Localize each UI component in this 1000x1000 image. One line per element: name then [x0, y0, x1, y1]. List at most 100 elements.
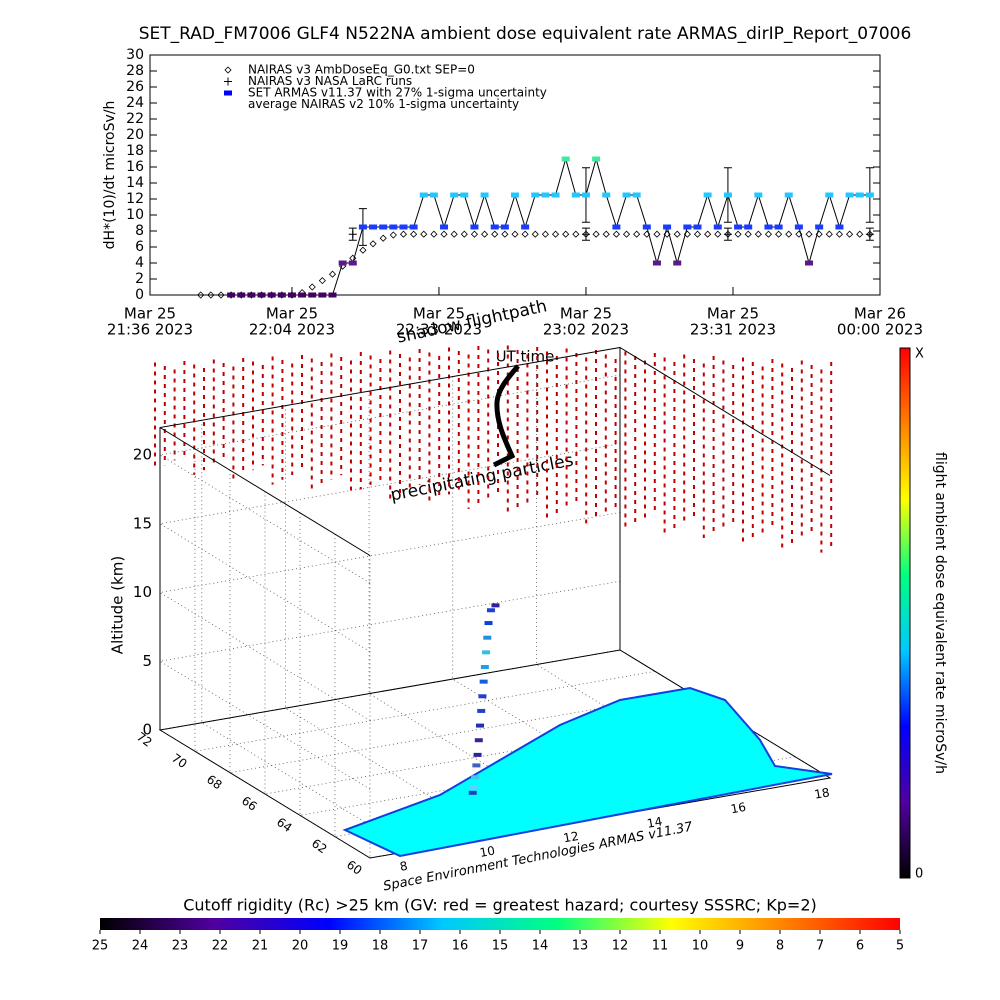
x-tick-label: 22:04 2023: [249, 321, 335, 339]
dash-marker: [429, 192, 438, 198]
dash-marker: [571, 192, 580, 198]
diamond-marker: [764, 230, 773, 238]
diamond-marker: [460, 230, 468, 238]
grid-line: [369, 555, 831, 859]
dash-marker: [521, 224, 530, 230]
dash-marker: [541, 192, 550, 198]
diamond-marker: [805, 230, 813, 238]
dash-marker: [592, 156, 601, 162]
colorbar-tick-label: 18: [372, 939, 389, 954]
grid-line: [194, 448, 656, 752]
legend-label: average NAIRAS v2 10% 1-sigma uncertaint…: [248, 97, 519, 111]
y-tick-label: 0: [135, 287, 144, 303]
colorbar-tick-label: 20: [292, 939, 309, 954]
dash-marker: [703, 192, 712, 198]
dash-marker: [490, 224, 499, 230]
plus-marker: [723, 230, 732, 239]
y-tick-label: 2: [135, 271, 144, 287]
y-tick-label: 10: [126, 207, 144, 223]
dash-marker: [551, 192, 560, 198]
series-line: [231, 157, 870, 296]
grid-line: [334, 534, 796, 838]
diamond-marker: [521, 230, 529, 238]
colorbar-tick-label: 15: [492, 939, 509, 954]
colorbar-tick-label: 8: [776, 939, 784, 954]
dash-marker: [348, 260, 357, 266]
map-region: [342, 686, 833, 858]
colorbar-end-label: 0: [915, 867, 923, 882]
y-tick-label: 14: [126, 175, 144, 191]
diamond-marker: [846, 230, 854, 238]
z-axis-label: Altitude (km): [109, 556, 127, 654]
y-tick-label: 18: [126, 143, 144, 159]
diamond-marker: [551, 230, 560, 238]
lon-tick-label: 16: [730, 800, 747, 816]
dash-marker: [480, 192, 489, 198]
diamond-marker: [572, 230, 580, 238]
diamond-marker: [450, 230, 458, 238]
colorbar-tick-label: 22: [212, 939, 229, 954]
diamond-marker: [612, 230, 620, 238]
x-tick-label: 23:02 2023: [543, 321, 629, 339]
dash-marker: [369, 224, 378, 230]
lat-tick-label: 62: [309, 836, 330, 856]
plot-frame: [149, 54, 881, 296]
diamond-marker: [714, 230, 722, 238]
dash-marker: [805, 260, 814, 266]
grid-line: [535, 362, 747, 793]
diamond-marker: [562, 230, 570, 238]
diamond-marker: [744, 230, 752, 238]
dash-marker: [723, 192, 732, 198]
dash-marker: [845, 192, 854, 198]
dash-marker: [693, 224, 702, 230]
lon-tick-label: 18: [813, 785, 830, 801]
y-tick-label: 28: [126, 63, 144, 79]
colorbar-tick-label: 9: [736, 939, 744, 954]
dash-marker: [247, 292, 256, 298]
diamond-marker: [622, 230, 631, 238]
z-tick-label: 0: [142, 721, 152, 739]
flight-point: [468, 790, 477, 795]
diamond-marker: [602, 230, 610, 238]
lat-tick-label: 60: [344, 857, 365, 877]
x-tick-label: Mar 26: [854, 305, 906, 323]
colorbar-tick-label: 5: [896, 939, 904, 954]
dash-marker: [460, 192, 469, 198]
x-tick-label: Mar 25: [266, 305, 318, 323]
x-tick-label: 23:31 2023: [690, 321, 776, 339]
diamond-marker: [207, 291, 215, 299]
x-tick-label: Mar 25: [560, 305, 612, 323]
x-tick-label: 22:33 2023: [396, 321, 482, 339]
dash-marker: [764, 224, 773, 230]
dash-marker: [419, 192, 428, 198]
dash-marker: [440, 224, 449, 230]
dash-marker: [328, 292, 337, 298]
lat-tick-label: 64: [274, 815, 295, 835]
z-tick-label: 10: [133, 583, 152, 601]
dash-marker: [774, 224, 783, 230]
dash-marker: [754, 192, 763, 198]
diamond-marker: [785, 230, 793, 238]
colorbar-end-label: X: [915, 347, 924, 362]
grid-line: [299, 512, 761, 816]
x-tick-label: Mar 25: [707, 305, 759, 323]
z-tick-label: 15: [133, 514, 152, 532]
colorbar-tick-label: 24: [132, 939, 149, 954]
grid-line: [229, 470, 691, 774]
dash-marker: [287, 292, 296, 298]
dash-marker: [338, 260, 347, 266]
dash-marker: [855, 192, 864, 198]
dash-marker: [612, 224, 621, 230]
diamond-marker: [359, 246, 367, 254]
dash-marker: [734, 224, 743, 230]
flight-point: [473, 752, 482, 757]
diamond-marker: [856, 230, 864, 238]
z-tick-label: 20: [133, 446, 152, 464]
diamond-marker: [775, 230, 783, 238]
dash-marker: [470, 224, 479, 230]
y-tick-label: 24: [126, 95, 144, 111]
dash-marker: [663, 224, 672, 230]
dash-marker: [622, 192, 631, 198]
diamond-marker: [410, 230, 418, 238]
grid-line: [368, 391, 580, 822]
